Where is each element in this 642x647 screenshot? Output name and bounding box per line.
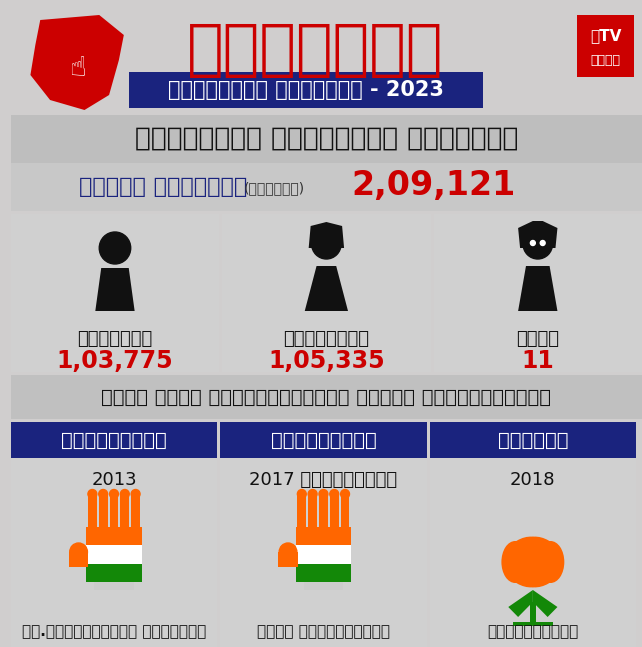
Bar	[296, 527, 351, 545]
Circle shape	[110, 490, 118, 498]
Bar	[88, 494, 97, 529]
Polygon shape	[278, 552, 298, 567]
Bar	[11, 422, 217, 647]
Bar	[131, 494, 140, 529]
Ellipse shape	[523, 555, 561, 587]
Text: 2017 ಉಪಚುನಾವಣೆ: 2017 ಉಪಚುನಾವಣೆ	[249, 471, 397, 489]
Text: 1,05,335: 1,05,335	[268, 349, 385, 373]
Circle shape	[341, 490, 349, 498]
Bar	[11, 115, 642, 163]
Text: ಕಾಂಗ್ರೆಸ್: ಕಾಂಗ್ರೆಸ್	[270, 430, 376, 450]
Text: ಬಿಜೆಪಿ: ಬಿಜೆಪಿ	[498, 430, 568, 450]
Circle shape	[100, 232, 131, 264]
Text: 2018: 2018	[510, 471, 555, 489]
Text: 2013: 2013	[91, 471, 137, 489]
Text: ಭಾರತ: ಭಾರತ	[591, 54, 621, 67]
Circle shape	[131, 490, 140, 498]
Ellipse shape	[537, 541, 564, 583]
Polygon shape	[305, 266, 348, 311]
Circle shape	[530, 241, 535, 245]
Text: ಇTV: ಇTV	[590, 28, 621, 43]
Bar	[319, 494, 328, 529]
Text: ಕರ್ನಾಟಕ: ಕರ್ನಾಟಕ	[187, 21, 444, 80]
Bar	[297, 494, 306, 529]
Bar	[121, 494, 129, 529]
Bar	[304, 582, 343, 590]
Bar	[220, 422, 427, 647]
Bar	[513, 622, 553, 626]
Polygon shape	[533, 590, 557, 617]
Circle shape	[540, 241, 545, 245]
Bar	[308, 494, 317, 529]
Bar	[341, 494, 349, 529]
Bar	[220, 422, 427, 458]
Polygon shape	[69, 552, 89, 567]
Bar	[11, 214, 219, 372]
Bar	[296, 545, 351, 564]
Polygon shape	[30, 15, 124, 110]
Text: ವಿಧಾನಸಭೆ ಚುನಾವಣೆ - 2023: ವಿಧಾನಸಭೆ ಚುನಾವಣೆ - 2023	[168, 80, 444, 100]
Text: ಒಟ್ಟು ಮತದಾರರು: ಒಟ್ಟು ಮತದಾರರು	[79, 177, 247, 197]
Bar	[110, 494, 118, 529]
Circle shape	[70, 543, 87, 561]
Circle shape	[330, 490, 339, 498]
Text: 1,03,775: 1,03,775	[56, 349, 173, 373]
Circle shape	[279, 543, 297, 561]
Text: ☝: ☝	[69, 54, 86, 82]
Circle shape	[88, 490, 97, 498]
Text: ಪುರುಷರು: ಪುರುಷರು	[77, 330, 153, 348]
Circle shape	[297, 490, 306, 498]
Text: ಕಾಂಗ್ರೆಸ್: ಕಾಂಗ್ರೆಸ್	[61, 430, 167, 450]
Polygon shape	[309, 222, 344, 248]
Circle shape	[121, 490, 129, 498]
Text: ಇತರೆ: ಇತರೆ	[516, 330, 559, 348]
Ellipse shape	[523, 536, 561, 569]
Text: (ಅಂದಾಜು): (ಅಂದಾಜು)	[244, 181, 305, 195]
Text: ಹರ್ಷವರ್ಧನ್: ಹರ್ಷವರ್ಧನ್	[487, 624, 578, 639]
Bar	[429, 422, 636, 458]
Ellipse shape	[501, 541, 529, 583]
Circle shape	[311, 229, 341, 259]
Bar	[87, 564, 141, 582]
Bar	[530, 602, 536, 624]
Circle shape	[99, 490, 108, 498]
Bar	[94, 582, 134, 590]
Ellipse shape	[505, 536, 543, 569]
Ellipse shape	[505, 555, 543, 587]
Text: ವಿ.ಶ್ರೀನಿವಾಸ್ ಪ್ರಸಾದ್: ವಿ.ಶ್ರೀನಿವಾಸ್ ಪ್ರಸಾದ್	[22, 624, 206, 639]
Circle shape	[523, 229, 553, 259]
Polygon shape	[95, 268, 135, 311]
Bar	[433, 214, 642, 372]
Circle shape	[519, 548, 546, 576]
Text: ಕಳಲೆ ಕೇಶವಮೂರ್ತಿ: ಕಳಲೆ ಕೇಶವಮೂರ್ತಿ	[257, 624, 390, 639]
Bar	[429, 422, 636, 647]
Bar	[577, 15, 634, 77]
Bar	[222, 214, 431, 372]
Polygon shape	[518, 266, 557, 311]
Bar	[11, 422, 217, 458]
Bar	[330, 494, 339, 529]
Bar	[99, 494, 108, 529]
Polygon shape	[508, 590, 533, 617]
Text: ನಂಜನಗೂಡು ವಿಧಾನಸಭೆ ಕ್ಷೇತ್ರ: ನಂಜನಗೂಡು ವಿಧಾನಸಭೆ ಕ್ಷೇತ್ರ	[135, 126, 518, 152]
Circle shape	[319, 490, 328, 498]
Polygon shape	[518, 221, 557, 248]
Text: ಕಳೆದ ಮೂರು ಚುನಾವಣೆಯಲ್ಲಿ ಗೆದ್ದ ಅಭ್ಯರ್ಥಿಗಳು: ಕಳೆದ ಮೂರು ಚುನಾವಣೆಯಲ್ಲಿ ಗೆದ್ದ ಅಭ್ಯರ್ಥಿಗಳು	[101, 388, 551, 406]
Text: ಮಹಿಳೆಯರು: ಮಹಿಳೆಯರು	[283, 330, 369, 348]
Text: 11: 11	[521, 349, 554, 373]
Bar	[296, 564, 351, 582]
Text: 2,09,121: 2,09,121	[351, 170, 516, 203]
Bar	[87, 545, 141, 564]
Bar	[11, 163, 642, 211]
Bar	[129, 72, 483, 108]
Bar	[11, 375, 642, 419]
Circle shape	[308, 490, 317, 498]
Bar	[87, 527, 141, 545]
